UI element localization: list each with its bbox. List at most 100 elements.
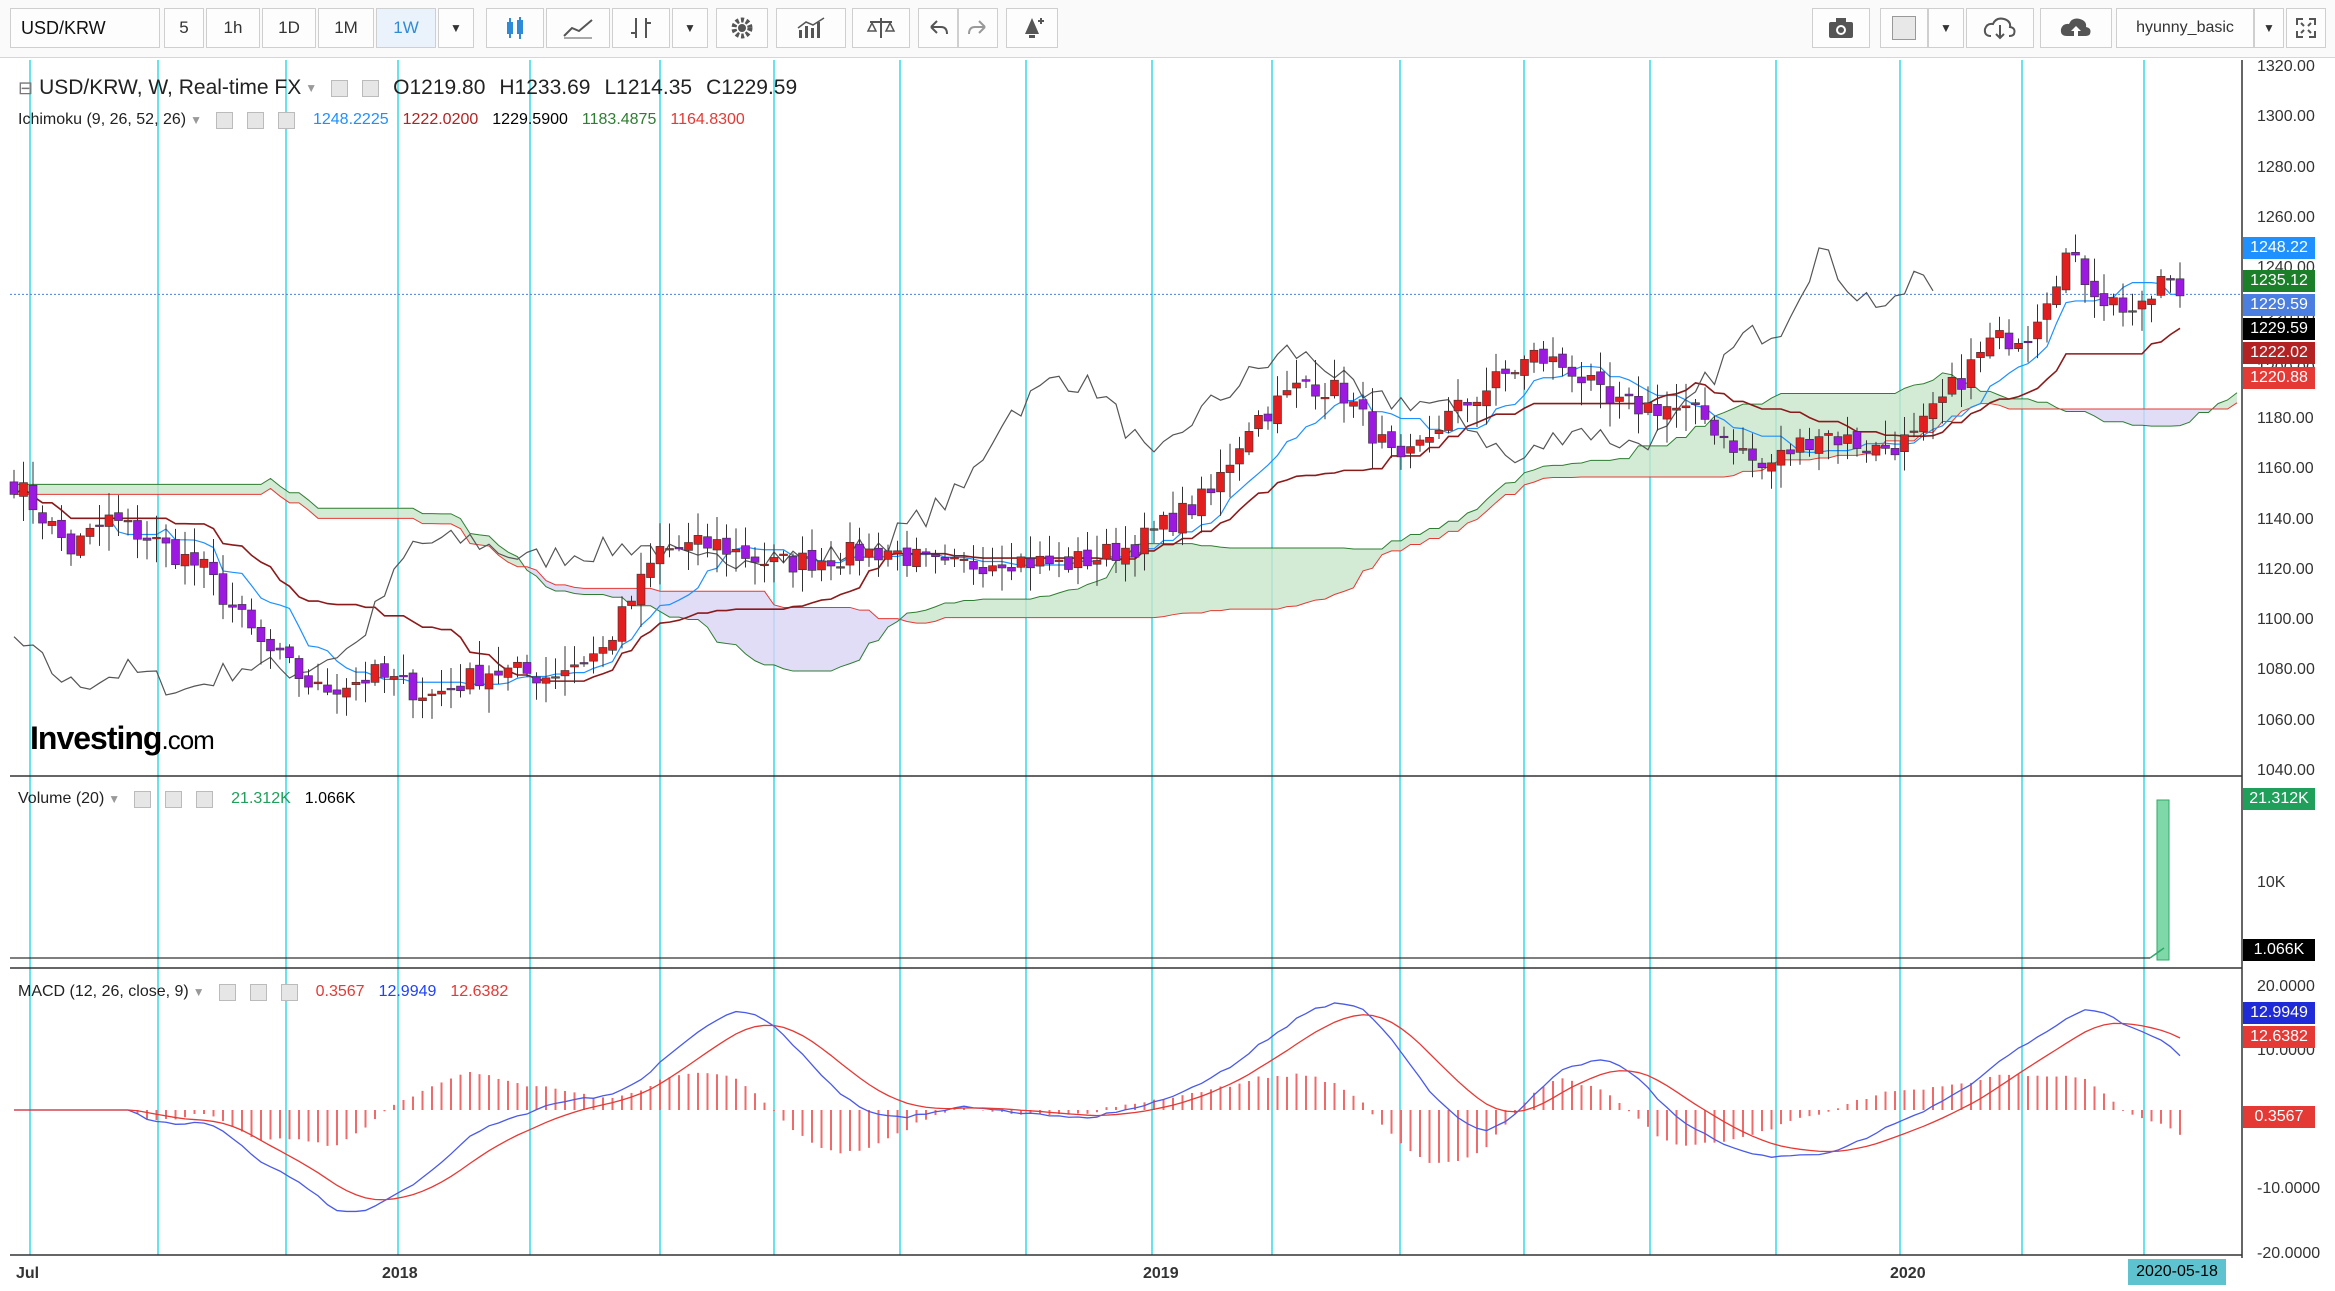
cloud-segment [840, 607, 850, 667]
candle-body [313, 681, 323, 685]
candle-body [1434, 430, 1444, 434]
settings-icon[interactable] [249, 983, 267, 1001]
candle-body [1054, 559, 1064, 562]
chevron-down-icon: ▼ [684, 21, 696, 35]
redo-button[interactable] [958, 8, 998, 48]
chevron-down-icon[interactable]: ▼ [108, 792, 121, 806]
candle-body [2137, 300, 2147, 310]
candle-body [931, 554, 940, 557]
chart-style-dropdown[interactable]: ▼ [672, 8, 708, 48]
visibility-icon[interactable] [218, 983, 236, 1001]
chevron-down-icon: ▼ [450, 21, 462, 35]
candle-body [161, 537, 171, 544]
cloud-segment [1325, 547, 1335, 600]
price-axis-label: 1140.00 [2257, 510, 2314, 528]
cloud-download-button[interactable] [1966, 8, 2034, 48]
close-icon[interactable] [280, 983, 298, 1001]
color-dropdown[interactable]: ▼ [1928, 8, 1964, 48]
macd-tag: 12.9949 [2243, 1002, 2315, 1024]
cloud-segment [2189, 408, 2199, 423]
cloud-segment [1268, 547, 1278, 610]
cloud-segment [2085, 408, 2095, 417]
candle-body [2071, 252, 2080, 256]
chevron-down-icon[interactable]: ▼ [305, 81, 318, 95]
ohlc-low: L1214.35 [604, 76, 693, 99]
candle-body [9, 481, 19, 495]
alert-button[interactable] [1006, 8, 1058, 48]
chevron-down-icon[interactable]: ▼ [192, 985, 205, 999]
user-dropdown[interactable]: ▼ [2254, 8, 2284, 48]
candle-body [950, 557, 959, 560]
candle-body [342, 687, 351, 698]
candle-body [114, 512, 123, 521]
interval-5-button[interactable]: 5 [164, 8, 204, 48]
symbol-input[interactable]: USD/KRW [10, 8, 160, 48]
cloud-segment [992, 599, 1002, 618]
macd-value: 12.6382 [450, 983, 509, 1000]
visibility-icon[interactable] [331, 79, 349, 97]
candle-body [1862, 450, 1871, 454]
candle-body [1482, 390, 1491, 407]
bar-style-button[interactable] [612, 8, 670, 48]
interval-1m-button[interactable]: 1M [318, 8, 374, 48]
user-menu-button[interactable]: hyunny_basic [2116, 8, 2254, 48]
cloud-segment [1192, 543, 1202, 614]
cloud-download-icon [1983, 17, 2016, 40]
visibility-icon[interactable] [215, 111, 233, 129]
candle-body [256, 627, 266, 642]
cloud-segment [441, 513, 451, 524]
cloud-upload-button[interactable] [2040, 8, 2112, 48]
candle-body [1311, 384, 1320, 397]
collapse-icon[interactable]: ⊟ [18, 77, 34, 98]
screenshot-button[interactable] [1812, 8, 1870, 48]
cloud-segment [1648, 445, 1658, 477]
close-icon[interactable] [196, 790, 214, 808]
ichimoku-value: 1222.0200 [402, 111, 479, 128]
interval-dropdown-button[interactable]: ▼ [438, 8, 474, 48]
interval-1h-button[interactable]: 1h [206, 8, 260, 48]
cloud-segment [1220, 547, 1230, 611]
candle-body [1605, 386, 1615, 404]
macd-axis-label: -10.0000 [2257, 1180, 2321, 1197]
cloud-segment [1543, 465, 1553, 479]
settings-icon[interactable] [165, 790, 183, 808]
cloud-segment [1078, 584, 1088, 618]
visibility-icon[interactable] [134, 790, 152, 808]
fullscreen-button[interactable] [2286, 8, 2326, 48]
candle-body [1662, 406, 1672, 420]
settings-button[interactable] [716, 8, 768, 48]
compare-button[interactable] [852, 8, 910, 48]
price-axis-label: 1040.00 [2257, 762, 2315, 779]
chevron-down-icon[interactable]: ▼ [190, 113, 202, 127]
cloud-segment [394, 508, 404, 519]
candle-body [237, 604, 247, 610]
cloud-segment [1866, 393, 1876, 454]
settings-icon[interactable] [362, 79, 380, 97]
candle-style-button[interactable] [486, 8, 544, 48]
candle-body [969, 561, 978, 570]
candle-body [665, 548, 674, 551]
candle-body [1539, 348, 1548, 364]
candle-body [1330, 379, 1339, 397]
cloud-segment [1695, 426, 1705, 477]
cloud-segment [223, 484, 233, 495]
candle-body [389, 676, 399, 680]
undo-button[interactable] [918, 8, 958, 48]
interval-1w-button[interactable]: 1W [376, 8, 436, 48]
cloud-segment [403, 508, 413, 519]
settings-icon[interactable] [246, 111, 264, 129]
line-style-button[interactable] [546, 8, 610, 48]
candle-body [1339, 382, 1349, 404]
indicators-button[interactable] [776, 8, 846, 48]
volume-bar [2156, 799, 2170, 961]
candle-body [731, 548, 741, 553]
cloud-segment [1638, 445, 1648, 477]
candle-body [1719, 435, 1729, 439]
candle-body [1900, 434, 1909, 452]
interval-1d-button[interactable]: 1D [262, 8, 316, 48]
candle-body [247, 609, 256, 629]
close-icon[interactable] [277, 111, 295, 129]
cloud-segment [156, 484, 166, 495]
color-picker-button[interactable] [1880, 8, 1928, 48]
